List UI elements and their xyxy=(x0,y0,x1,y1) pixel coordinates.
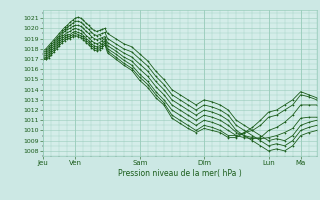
X-axis label: Pression niveau de la mer( hPa ): Pression niveau de la mer( hPa ) xyxy=(118,169,242,178)
